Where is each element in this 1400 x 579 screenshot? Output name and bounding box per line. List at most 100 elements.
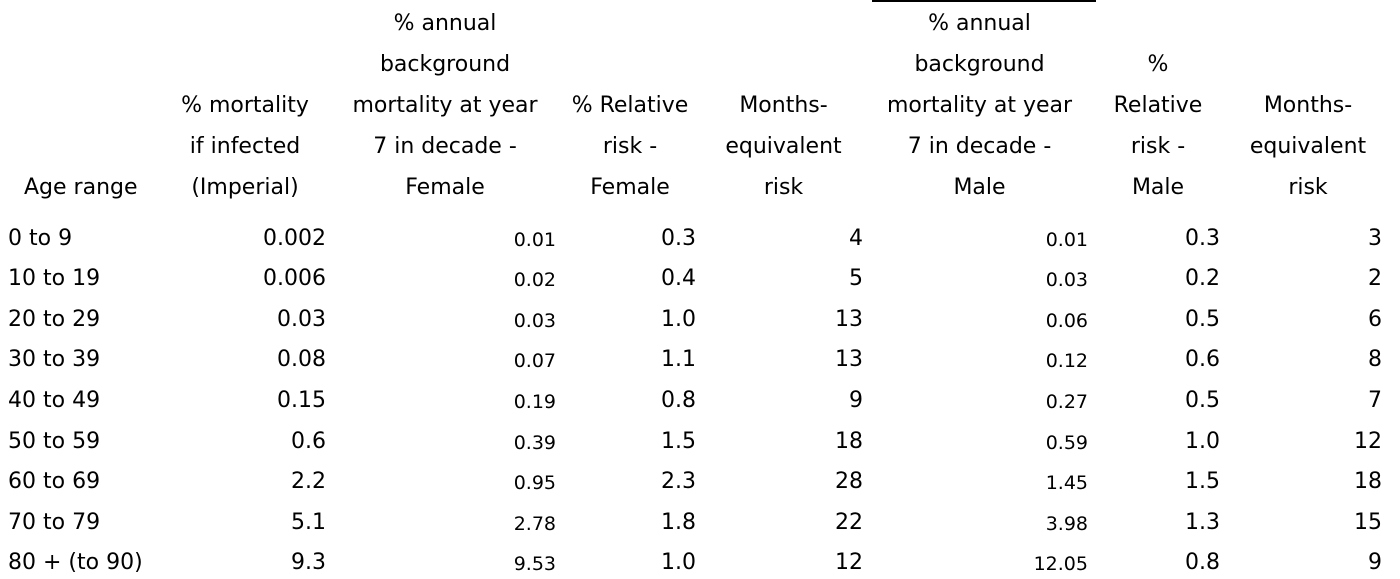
header-months-equivalent-female: Months- equivalent risk (700, 0, 867, 210)
cell-relative-risk-male: 0.6 (1185, 347, 1220, 373)
cell-age-range: 0 to 9 (8, 225, 73, 251)
header-line: Age range (24, 175, 138, 200)
header-relative-risk-male: % Relative risk - Male (1092, 0, 1224, 210)
cell-background-mortality-female: 0.95 (513, 472, 556, 495)
header-line: Male (1131, 175, 1185, 200)
table-row: 80 + (to 90) 9.3 9.53 1.0 12 12.05 0.8 9 (0, 535, 1392, 576)
cell-months-equivalent-female: 13 (835, 347, 863, 373)
cell-background-mortality-female: 0.02 (513, 269, 556, 292)
table-row: 60 to 69 2.2 0.95 2.3 28 1.45 1.5 18 (0, 454, 1392, 495)
cell-age-range: 70 to 79 (8, 509, 101, 535)
cell-mortality-if-infected: 5.1 (291, 509, 326, 535)
cell-background-mortality-male: 12.05 (1033, 553, 1088, 576)
cell-background-mortality-female: 0.01 (513, 228, 556, 251)
cell-months-equivalent-male: 18 (1354, 469, 1382, 495)
header-line: % annual (928, 11, 1031, 36)
cell-relative-risk-male: 1.0 (1185, 428, 1220, 454)
cell-relative-risk-male: 0.5 (1185, 387, 1220, 413)
header-line: % Relative (571, 93, 689, 118)
cell-months-equivalent-male: 9 (1368, 550, 1382, 576)
table-row: 40 to 49 0.15 0.19 0.8 9 0.27 0.5 7 (0, 372, 1392, 413)
header-line: Female (590, 175, 670, 200)
cell-age-range: 20 to 29 (8, 306, 101, 332)
cell-background-mortality-male: 0.03 (1045, 269, 1088, 292)
header-background-mortality-female: % annual background mortality at year 7 … (330, 0, 560, 210)
cell-age-range: 80 + (to 90) (8, 550, 143, 576)
header-mortality-if-infected: % mortality if infected (Imperial) (160, 0, 330, 210)
header-line: background (914, 52, 1045, 77)
header-line: % mortality (181, 93, 309, 118)
cell-relative-risk-female: 1.0 (661, 550, 696, 576)
header-line: background (379, 52, 511, 77)
cell-relative-risk-male: 0.5 (1185, 306, 1220, 332)
header-top-border (872, 0, 1096, 2)
header-line: mortality at year (886, 93, 1073, 118)
cell-months-equivalent-male: 2 (1368, 266, 1382, 292)
cell-age-range: 10 to 19 (8, 266, 101, 292)
cell-background-mortality-female: 0.39 (513, 431, 556, 454)
header-row: Age range % mortality if infected (Imper… (0, 0, 1392, 210)
cell-months-equivalent-male: 6 (1368, 306, 1382, 332)
header-line: risk (763, 175, 804, 200)
cell-months-equivalent-male: 15 (1354, 509, 1382, 535)
header-line: (Imperial) (191, 175, 299, 200)
cell-background-mortality-female: 9.53 (513, 553, 556, 576)
header-line: 7 in decade - (907, 134, 1052, 159)
cell-relative-risk-female: 0.8 (661, 387, 696, 413)
cell-months-equivalent-male: 12 (1354, 428, 1382, 454)
cell-mortality-if-infected: 0.6 (291, 428, 326, 454)
cell-relative-risk-female: 1.5 (661, 428, 696, 454)
header-age-range: Age range (0, 0, 160, 210)
cell-mortality-if-infected: 0.002 (263, 225, 326, 251)
cell-months-equivalent-female: 5 (849, 266, 863, 292)
cell-months-equivalent-female: 28 (835, 469, 863, 495)
cell-relative-risk-male: 0.8 (1185, 550, 1220, 576)
cell-background-mortality-female: 0.19 (513, 390, 556, 413)
cell-months-equivalent-male: 7 (1368, 387, 1382, 413)
cell-relative-risk-female: 1.0 (661, 306, 696, 332)
cell-relative-risk-male: 1.3 (1185, 509, 1220, 535)
cell-relative-risk-male: 0.2 (1185, 266, 1220, 292)
header-line: Male (953, 175, 1006, 200)
cell-months-equivalent-male: 3 (1368, 225, 1382, 251)
cell-age-range: 30 to 39 (8, 347, 101, 373)
table-row: 30 to 39 0.08 0.07 1.1 13 0.12 0.6 8 (0, 332, 1392, 373)
cell-months-equivalent-female: 22 (835, 509, 863, 535)
cell-background-mortality-male: 3.98 (1045, 512, 1088, 535)
header-line: 7 in decade - (373, 134, 517, 159)
header-line: risk (1288, 175, 1328, 200)
table-row: 20 to 29 0.03 0.03 1.0 13 0.06 0.5 6 (0, 291, 1392, 332)
cell-relative-risk-female: 0.3 (661, 225, 696, 251)
header-line: % annual (393, 11, 497, 36)
cell-relative-risk-female: 0.4 (661, 266, 696, 292)
header-line: Female (405, 175, 485, 200)
table-row: 50 to 59 0.6 0.39 1.5 18 0.59 1.0 12 (0, 413, 1392, 454)
cell-background-mortality-female: 0.03 (513, 309, 556, 332)
cell-relative-risk-male: 1.5 (1185, 469, 1220, 495)
cell-mortality-if-infected: 0.03 (277, 306, 326, 332)
cell-background-mortality-male: 0.27 (1045, 390, 1088, 413)
header-line: risk - (602, 134, 658, 159)
header-background-mortality-male: % annual background mortality at year 7 … (867, 0, 1092, 210)
cell-mortality-if-infected: 0.08 (277, 347, 326, 373)
table-row: 10 to 19 0.006 0.02 0.4 5 0.03 0.2 2 (0, 251, 1392, 292)
cell-mortality-if-infected: 0.006 (263, 266, 326, 292)
cell-relative-risk-female: 2.3 (661, 469, 696, 495)
cell-relative-risk-male: 0.3 (1185, 225, 1220, 251)
cell-mortality-if-infected: 9.3 (291, 550, 326, 576)
cell-months-equivalent-female: 13 (835, 306, 863, 332)
cell-age-range: 60 to 69 (8, 469, 101, 495)
header-months-equivalent-male: Months- equivalent risk (1224, 0, 1392, 210)
cell-age-range: 40 to 49 (8, 387, 101, 413)
cell-months-equivalent-male: 8 (1368, 347, 1382, 373)
table-row: 70 to 79 5.1 2.78 1.8 22 3.98 1.3 15 (0, 494, 1392, 535)
cell-background-mortality-male: 0.01 (1045, 228, 1088, 251)
cell-background-mortality-male: 0.12 (1045, 350, 1088, 373)
header-line: Months- (1263, 93, 1353, 118)
cell-background-mortality-female: 0.07 (513, 350, 556, 373)
cell-age-range: 50 to 59 (8, 428, 101, 454)
cell-relative-risk-female: 1.8 (661, 509, 696, 535)
cell-months-equivalent-female: 12 (835, 550, 863, 576)
cell-background-mortality-male: 0.06 (1045, 309, 1088, 332)
